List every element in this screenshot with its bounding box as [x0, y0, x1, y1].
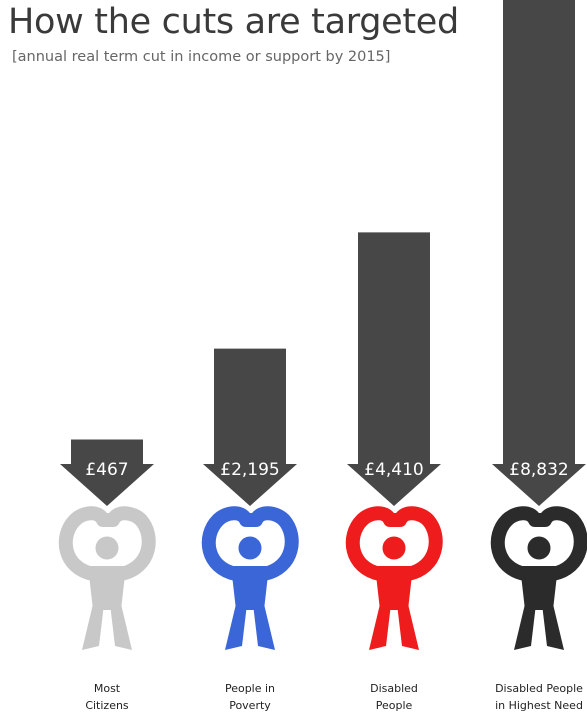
category-label-1-line-1: Most — [94, 682, 121, 695]
person-arms-up-icon — [58, 506, 156, 650]
bar-arrow-2 — [203, 348, 297, 506]
category-label-2-line-2: Poverty — [229, 699, 271, 712]
bar-arrow-1 — [60, 439, 154, 506]
category-label-3-line-2: People — [376, 699, 413, 712]
category-label-4-line-1: Disabled People — [495, 682, 583, 695]
category-label-4-line-2: in Highest Need — [495, 699, 583, 712]
category-label-1-line-2: Citizens — [85, 699, 129, 712]
person-arms-up-icon — [345, 506, 443, 650]
value-label-1: £467 — [85, 460, 128, 480]
bars-layer — [60, 0, 586, 506]
chart-title: How the cuts are targeted — [8, 2, 459, 42]
value-label-4: £8,832 — [509, 460, 568, 480]
category-label-2-line-1: People in — [225, 682, 275, 695]
chart-subtitle: [annual real term cut in income or suppo… — [12, 49, 391, 65]
category-label-3-line-1: Disabled — [370, 682, 418, 695]
value-label-3: £4,410 — [364, 460, 423, 480]
person-arms-up-icon — [201, 506, 299, 650]
labels-layer: £467 Most Citizens £2,195 People in Poverty £4… — [85, 460, 583, 712]
bar-arrow-4 — [492, 0, 586, 506]
person-arms-up-icon — [490, 506, 587, 650]
figures-layer — [58, 506, 587, 650]
value-label-2: £2,195 — [220, 460, 279, 480]
bar-arrow-3 — [347, 232, 441, 506]
